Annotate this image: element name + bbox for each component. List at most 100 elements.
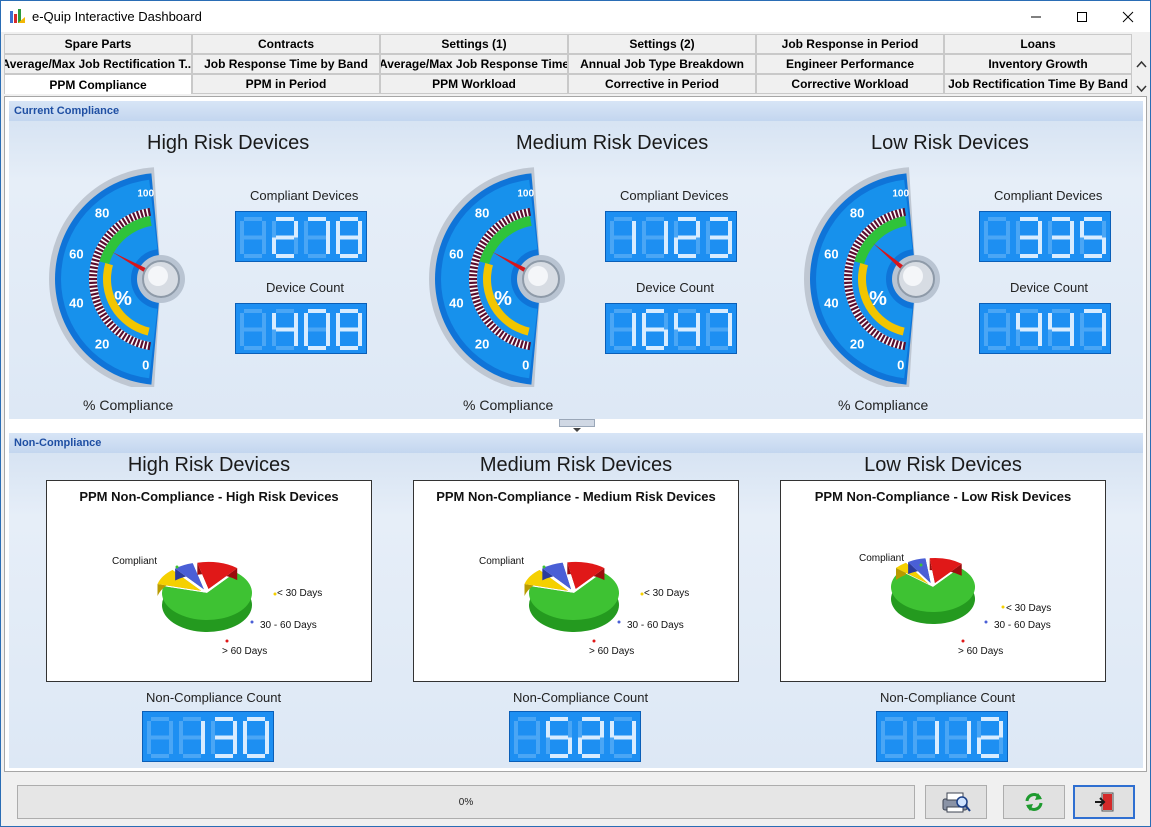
- low-risk-pie-chart: PPM Non-Compliance - Low Risk Devices Com…: [780, 480, 1106, 682]
- pie-slice-30-60-days: [542, 562, 572, 590]
- print-preview-button[interactable]: [925, 785, 987, 819]
- pie-label-marker: [273, 592, 277, 596]
- gauge-tick-label: 20: [475, 336, 489, 351]
- gauge-tick-label: 0: [897, 358, 904, 373]
- pie-label-marker: [640, 592, 644, 596]
- tab-settings-1[interactable]: Settings (1): [380, 34, 568, 54]
- pie-slice-30-60-days: [908, 558, 931, 584]
- tab-annual-job-type-breakdown[interactable]: Annual Job Type Breakdown: [568, 54, 756, 74]
- medium-risk-pie-chart: PPM Non-Compliance - Medium Risk Devices…: [413, 480, 739, 682]
- tab-ppm-workload[interactable]: PPM Workload: [380, 74, 568, 94]
- gauge-tick-label: 80: [95, 206, 109, 221]
- tab-loans[interactable]: Loans: [944, 34, 1132, 54]
- high-risk-pie-chart: PPM Non-Compliance - High Risk Devices Co…: [46, 480, 372, 682]
- tab-inventory-growth[interactable]: Inventory Growth: [944, 54, 1132, 74]
- tab-ppm-compliance[interactable]: PPM Compliance: [4, 74, 192, 94]
- pie-label: 30 - 60 Days: [627, 620, 684, 631]
- tab-job-rectification-time-by-band[interactable]: Job Rectification Time By Band: [944, 74, 1132, 94]
- low-risk-gauge-label: % Compliance: [838, 397, 929, 413]
- non-compliance-panel: Non-Compliance High Risk Devices PPM Non-…: [9, 433, 1143, 768]
- scroll-down-icon[interactable]: [1133, 79, 1150, 99]
- minimize-icon: [1031, 16, 1041, 17]
- medium-noncompliance-lcd: 524: [509, 711, 641, 762]
- tab-corrective-workload[interactable]: Corrective Workload: [756, 74, 944, 94]
- pie-label: < 30 Days: [1006, 603, 1052, 614]
- gauge-tick-label: 100: [892, 188, 909, 199]
- low-compliant-lcd: 335: [979, 211, 1111, 262]
- high-device-count-label: Device Count: [266, 280, 345, 295]
- medium-risk-gauge-label: % Compliance: [463, 397, 554, 413]
- low-risk-title: Low Risk Devices: [871, 132, 1029, 154]
- refresh-button[interactable]: [1003, 785, 1065, 819]
- pie-slice-30-days: [896, 562, 929, 584]
- tab-engineer-performance[interactable]: Engineer Performance: [756, 54, 944, 74]
- maximize-icon: [1077, 11, 1087, 22]
- high-risk-gauge-label: % Compliance: [83, 397, 174, 413]
- window-title: e-Quip Interactive Dashboard: [32, 9, 202, 24]
- high-noncompliance-count-label: Non-Compliance Count: [146, 690, 282, 705]
- pie-slice-60-days: [197, 561, 238, 589]
- tab-ppm-in-period[interactable]: PPM in Period: [192, 74, 380, 94]
- low-compliant-label: Compliant Devices: [994, 188, 1103, 203]
- medium-device-count-lcd: 1647: [605, 303, 737, 354]
- gauge-tick-label: 40: [69, 295, 83, 310]
- pie-label-marker: [592, 639, 596, 643]
- gauge-tick-label: 60: [449, 247, 463, 262]
- pie-slice-30-days: [524, 569, 569, 591]
- pie-label-marker: [225, 639, 229, 643]
- gauge-unit: %: [494, 288, 512, 310]
- pie-label-marker: [617, 620, 621, 624]
- refresh-icon: [1025, 793, 1043, 811]
- gauge-tick-label: 100: [517, 188, 534, 199]
- tab-job-response-time-by-band[interactable]: Job Response Time by Band: [192, 54, 380, 74]
- gauge-tick-label: 80: [850, 206, 864, 221]
- pie-label: < 30 Days: [644, 588, 690, 599]
- exit-button[interactable]: [1073, 785, 1135, 819]
- medium-compliant-lcd: 1123: [605, 211, 737, 262]
- chart-title: PPM Non-Compliance - Medium Risk Devices: [436, 489, 716, 504]
- exit-icon: [1095, 792, 1114, 812]
- pie-slice-compliant: [529, 572, 619, 620]
- progress-text: 0%: [458, 796, 474, 808]
- pie-label-marker: [175, 565, 179, 569]
- gauge-tick-label: 40: [824, 295, 838, 310]
- tab-job-response-in-period[interactable]: Job Response in Period: [756, 34, 944, 54]
- pie-label-marker: [984, 620, 988, 624]
- gauge-unit: %: [869, 288, 887, 310]
- medium-risk-gauge: 0 20 40 60 80 100%: [429, 167, 565, 387]
- pie-slice-compliant: [162, 572, 252, 620]
- medium-device-count-label: Device Count: [636, 280, 715, 295]
- progress-bar: 0%: [17, 785, 915, 819]
- scroll-up-icon[interactable]: [1133, 54, 1150, 74]
- tab-average-max-job-rectification-t[interactable]: Average/Max Job Rectification T...: [4, 54, 192, 74]
- tab-corrective-in-period[interactable]: Corrective in Period: [568, 74, 756, 94]
- pie-label-marker: [542, 565, 546, 569]
- tab-settings-2[interactable]: Settings (2): [568, 34, 756, 54]
- tab-strip: Spare Parts Contracts Settings (1) Settings…: [1, 34, 1150, 96]
- title-bar: e-Quip Interactive Dashboard: [1, 1, 1150, 32]
- pie-label: Compliant: [479, 556, 525, 567]
- minimize-button[interactable]: [1013, 1, 1059, 32]
- high-risk-gauge: 0 20 40 60 80 100%: [49, 167, 185, 387]
- pie-label: Compliant: [112, 556, 158, 567]
- gauge-tick-label: 20: [850, 336, 864, 351]
- medium-noncompliance-count-label: Non-Compliance Count: [513, 690, 649, 705]
- tab-contracts[interactable]: Contracts: [192, 34, 380, 54]
- gauge-tick-label: 100: [137, 188, 154, 199]
- high-noncompliance-lcd: 130: [142, 711, 274, 762]
- medium-compliant-label: Compliant Devices: [620, 188, 729, 203]
- current-compliance-panel: Current Compliance High Risk Devices 0 20 4…: [9, 101, 1143, 419]
- low-device-count-lcd: 447: [979, 303, 1111, 354]
- pie-label: > 60 Days: [958, 646, 1004, 657]
- tab-spare-parts[interactable]: Spare Parts: [4, 34, 192, 54]
- app-logo-icon: [10, 9, 25, 23]
- current-compliance-header: Current Compliance: [9, 101, 1143, 121]
- tab-average-max-job-response-time[interactable]: Average/Max Job Response Time: [380, 54, 568, 74]
- non-compliance-header: Non-Compliance: [9, 433, 1143, 453]
- panel-splitter[interactable]: [559, 419, 595, 432]
- maximize-button[interactable]: [1059, 1, 1105, 32]
- pie-label-marker: [919, 563, 923, 567]
- close-button[interactable]: [1105, 1, 1151, 32]
- gauge-tick-label: 0: [522, 358, 529, 373]
- pie-label-marker: [961, 639, 965, 643]
